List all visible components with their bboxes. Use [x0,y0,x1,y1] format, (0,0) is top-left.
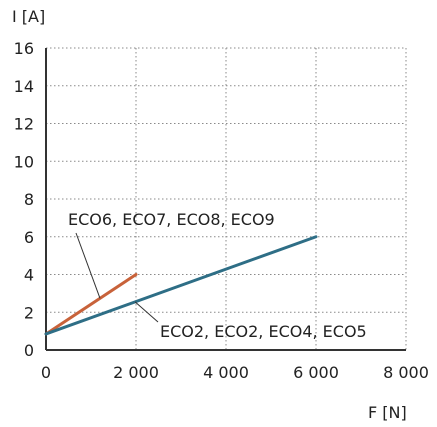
series-label-eco2: ECO2, ECO2, ECO4, ECO5 [160,322,367,341]
y-tick-label-5: 10 [14,152,34,171]
y-tick-label-1: 2 [24,303,34,322]
x-tick-label-2: 4 000 [203,363,249,382]
annotations: ECO6, ECO7, ECO8, ECO9 ECO2, ECO2, ECO4,… [68,210,367,341]
series-line-1 [44,235,318,336]
y-tick-label-8: 16 [14,39,34,58]
y-tick-label-4: 8 [24,190,34,209]
axes [45,48,406,351]
x-tick-label-3: 6 000 [293,363,339,382]
y-tick-label-3: 6 [24,228,34,247]
series-label-eco6: ECO6, ECO7, ECO8, ECO9 [68,210,275,229]
y-tick-label-2: 4 [24,266,34,285]
series-line-0 [44,273,138,336]
grid [46,47,407,350]
x-axis-title: F [N] [368,403,407,422]
y-tick-label-7: 14 [14,77,34,96]
y-tick-label-6: 12 [14,115,34,134]
leader-line-eco6-series [75,232,101,299]
y-tick-label-0: 0 [24,341,34,360]
x-tick-label-0: 0 [41,363,51,382]
x-tick-label-4: 8 000 [383,363,429,382]
leader-line-eco2-series [134,301,159,323]
x-tick-label-1: 2 000 [113,363,159,382]
y-tick-labels: 0 2 4 6 8 10 12 14 16 [14,39,34,360]
y-axis-title: I [A] [12,7,45,26]
series-lines [44,235,318,336]
x-tick-labels: 0 2 000 4 000 6 000 8 000 [41,363,429,382]
